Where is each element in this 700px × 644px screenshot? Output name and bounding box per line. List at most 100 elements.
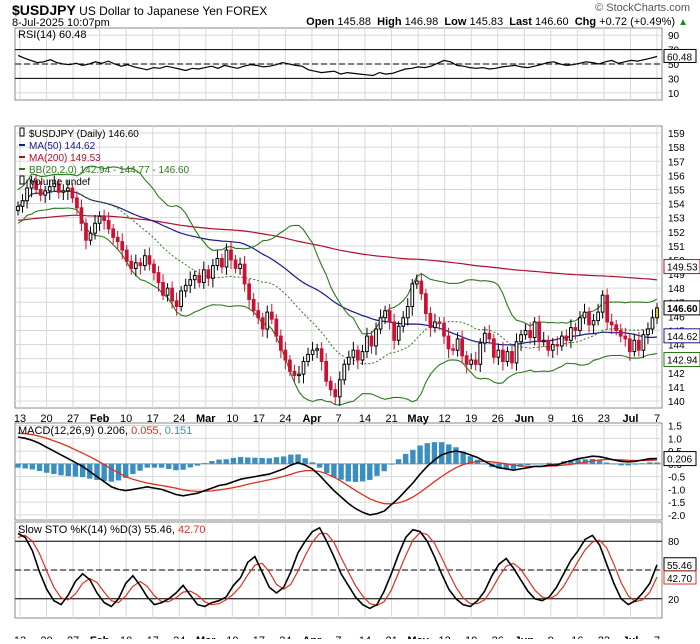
sto-title: Slow STO %K(14) %D(3) 55.46, 42.70 — [18, 524, 206, 536]
candle — [269, 303, 274, 325]
candle — [251, 292, 256, 316]
candle-body — [274, 318, 279, 337]
price-tag-box — [663, 259, 700, 275]
y-tick-label-rsi: 50 — [668, 60, 680, 71]
macd-histogram-bar — [496, 463, 502, 469]
macd-histogram-bar — [72, 463, 79, 477]
candle — [120, 233, 125, 260]
candle — [469, 353, 474, 370]
macd-histogram-bar — [381, 463, 387, 472]
candle-body — [310, 349, 315, 355]
price-tag-text: 149.53 — [667, 263, 698, 274]
candle-body — [220, 258, 224, 268]
candle-body — [464, 355, 469, 365]
candle — [97, 211, 102, 232]
macd-histogram-bar — [237, 456, 244, 464]
candle-body — [215, 258, 220, 267]
legend-entry: BB(20,2.0) 142.94 - 144.77 - 146.60 — [29, 165, 190, 176]
x-tick-label: 12 — [439, 413, 451, 425]
candle — [369, 331, 374, 354]
open-label: Open — [306, 16, 335, 28]
candle-body — [147, 255, 152, 265]
x-tick-label: 24 — [173, 413, 185, 425]
candle-body — [188, 279, 193, 286]
x-axis-labels-price: 13 20 27 Feb 10 17 24 Mar 10 17 24 Apr 7 14 21 May 12 19 2… — [14, 413, 660, 425]
macd-histogram-bar — [374, 463, 380, 476]
macd-histogram-bar — [130, 463, 136, 475]
candle-body — [478, 342, 483, 365]
candle-body — [283, 349, 288, 361]
candle-body — [491, 338, 496, 358]
candle-body — [306, 353, 310, 362]
candle — [491, 333, 496, 364]
candle — [138, 257, 143, 275]
y-tick-label-sto: 20 — [668, 595, 680, 606]
candle-body — [106, 219, 111, 230]
candle-body — [102, 215, 106, 221]
x-tick-label: 21 — [385, 413, 397, 425]
macd-histogram-bar — [345, 463, 351, 482]
macd-histogram-bar — [158, 463, 165, 468]
candle-body — [401, 317, 406, 327]
candle — [501, 341, 505, 371]
candle-body — [369, 335, 374, 347]
candle-body — [206, 269, 211, 279]
x-tick-label: Feb — [90, 413, 110, 425]
candle — [387, 304, 392, 330]
candle — [337, 371, 342, 406]
candle — [405, 298, 410, 326]
macd-histogram-bar — [295, 454, 301, 464]
candle — [609, 313, 614, 334]
candle-body — [152, 263, 156, 274]
y-tick-label-price: 149 — [668, 270, 685, 281]
x-tick-label: 19 — [465, 635, 477, 639]
candle-body — [333, 389, 338, 398]
macd-last-tag-box — [663, 451, 697, 467]
macd-histogram-bar — [525, 463, 531, 466]
candle — [414, 274, 419, 289]
last-value: 146.60 — [534, 16, 569, 28]
candle — [260, 312, 265, 337]
candle-body — [328, 380, 333, 391]
macd-histogram-bar — [15, 463, 21, 468]
candle-body — [233, 259, 238, 269]
candle-body — [405, 305, 410, 319]
candle-body — [410, 283, 415, 307]
macd-title: MACD(12,26,9) 0.206, 0.055, 0.151 — [18, 425, 192, 437]
candle — [165, 283, 170, 302]
x-tick-label: Jun — [515, 635, 535, 639]
candle-body — [247, 283, 251, 300]
candle — [632, 333, 637, 357]
candle-body — [460, 338, 464, 357]
x-tick-label: 9 — [548, 635, 554, 639]
candle-body — [541, 339, 546, 343]
candle-body — [288, 359, 292, 372]
macd-histogram-bar — [288, 454, 294, 464]
macd-histogram-bar — [359, 463, 366, 482]
candle — [301, 356, 306, 384]
macd-histogram-bar — [108, 463, 115, 482]
candle-body — [38, 188, 43, 196]
candle — [519, 329, 523, 351]
candle-body — [528, 329, 532, 339]
candle-body — [224, 249, 229, 268]
candle — [56, 178, 61, 199]
candle — [559, 331, 564, 351]
candle-body — [428, 313, 433, 329]
candle — [618, 323, 623, 343]
candle — [319, 342, 324, 371]
macd-title-value: 0.206, — [97, 425, 131, 437]
sto-title-value: 55.46, — [144, 524, 178, 536]
x-tick-label: 17 — [147, 635, 159, 639]
candle-body — [618, 329, 623, 337]
y-tick-label-price: 159 — [668, 129, 685, 140]
macd-histogram-bar — [252, 457, 258, 464]
y-tick-label-macd: 1.5 — [668, 422, 682, 433]
candle-body — [505, 351, 510, 362]
price-last-value-tag: 146.60 — [663, 300, 700, 316]
macd-histogram-bar — [94, 463, 100, 480]
macd-histogram-bar — [58, 463, 64, 476]
x-tick-label: 23 — [598, 635, 610, 639]
x-tick-label: 14 — [359, 635, 371, 639]
candle — [374, 322, 378, 356]
